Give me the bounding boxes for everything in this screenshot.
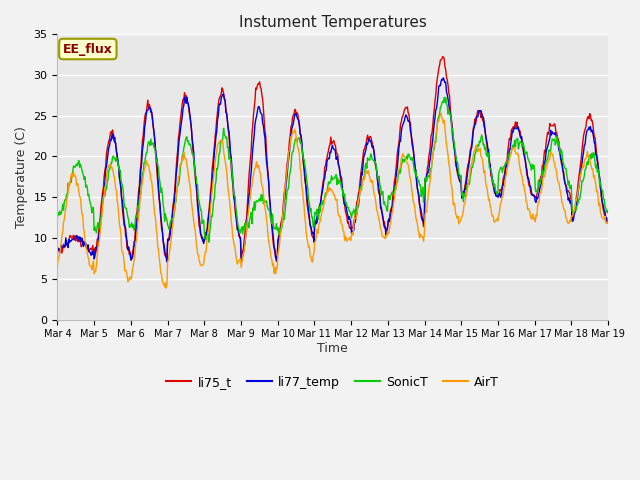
- Y-axis label: Temperature (C): Temperature (C): [15, 126, 28, 228]
- li77_temp: [417, 205, 424, 211]
- li77_temp: [120, 217, 128, 223]
- li77_temp: [401, 118, 408, 124]
- li77_temp: [63, 240, 71, 246]
- Line: AirT: AirT: [58, 113, 608, 288]
- AirT: [604, 218, 612, 224]
- SonicT: [176, 171, 184, 177]
- li75_t: [273, 259, 280, 264]
- AirT: [177, 163, 184, 169]
- Line: SonicT: SonicT: [58, 97, 608, 242]
- li75_t: [439, 54, 447, 60]
- SonicT: [206, 228, 214, 234]
- li75_t: [63, 241, 71, 247]
- AirT: [206, 215, 214, 220]
- li75_t: [205, 207, 213, 213]
- AirT: [437, 110, 445, 116]
- li75_t: [417, 209, 424, 215]
- SonicT: [205, 240, 213, 245]
- AirT: [163, 285, 170, 291]
- SonicT: [63, 191, 71, 197]
- SonicT: [440, 95, 448, 100]
- SonicT: [417, 182, 424, 188]
- Legend: li75_t, li77_temp, SonicT, AirT: li75_t, li77_temp, SonicT, AirT: [161, 371, 504, 394]
- li77_temp: [205, 210, 213, 216]
- X-axis label: Time: Time: [317, 342, 348, 355]
- AirT: [54, 263, 61, 268]
- Text: EE_flux: EE_flux: [63, 43, 113, 56]
- li75_t: [54, 250, 61, 255]
- AirT: [401, 154, 408, 159]
- AirT: [417, 231, 424, 237]
- Title: Instument Temperatures: Instument Temperatures: [239, 15, 427, 30]
- li77_temp: [176, 132, 184, 137]
- li75_t: [120, 223, 128, 228]
- SonicT: [401, 159, 408, 165]
- SonicT: [604, 208, 612, 214]
- AirT: [120, 258, 128, 264]
- li75_t: [401, 107, 408, 113]
- li77_temp: [54, 246, 61, 252]
- li77_temp: [440, 75, 447, 81]
- li77_temp: [604, 220, 612, 226]
- AirT: [63, 194, 71, 200]
- Line: li77_temp: li77_temp: [58, 78, 608, 262]
- Line: li75_t: li75_t: [58, 57, 608, 262]
- SonicT: [54, 214, 61, 220]
- li77_temp: [237, 259, 245, 265]
- SonicT: [120, 200, 128, 206]
- li75_t: [176, 121, 184, 127]
- li75_t: [604, 218, 612, 224]
